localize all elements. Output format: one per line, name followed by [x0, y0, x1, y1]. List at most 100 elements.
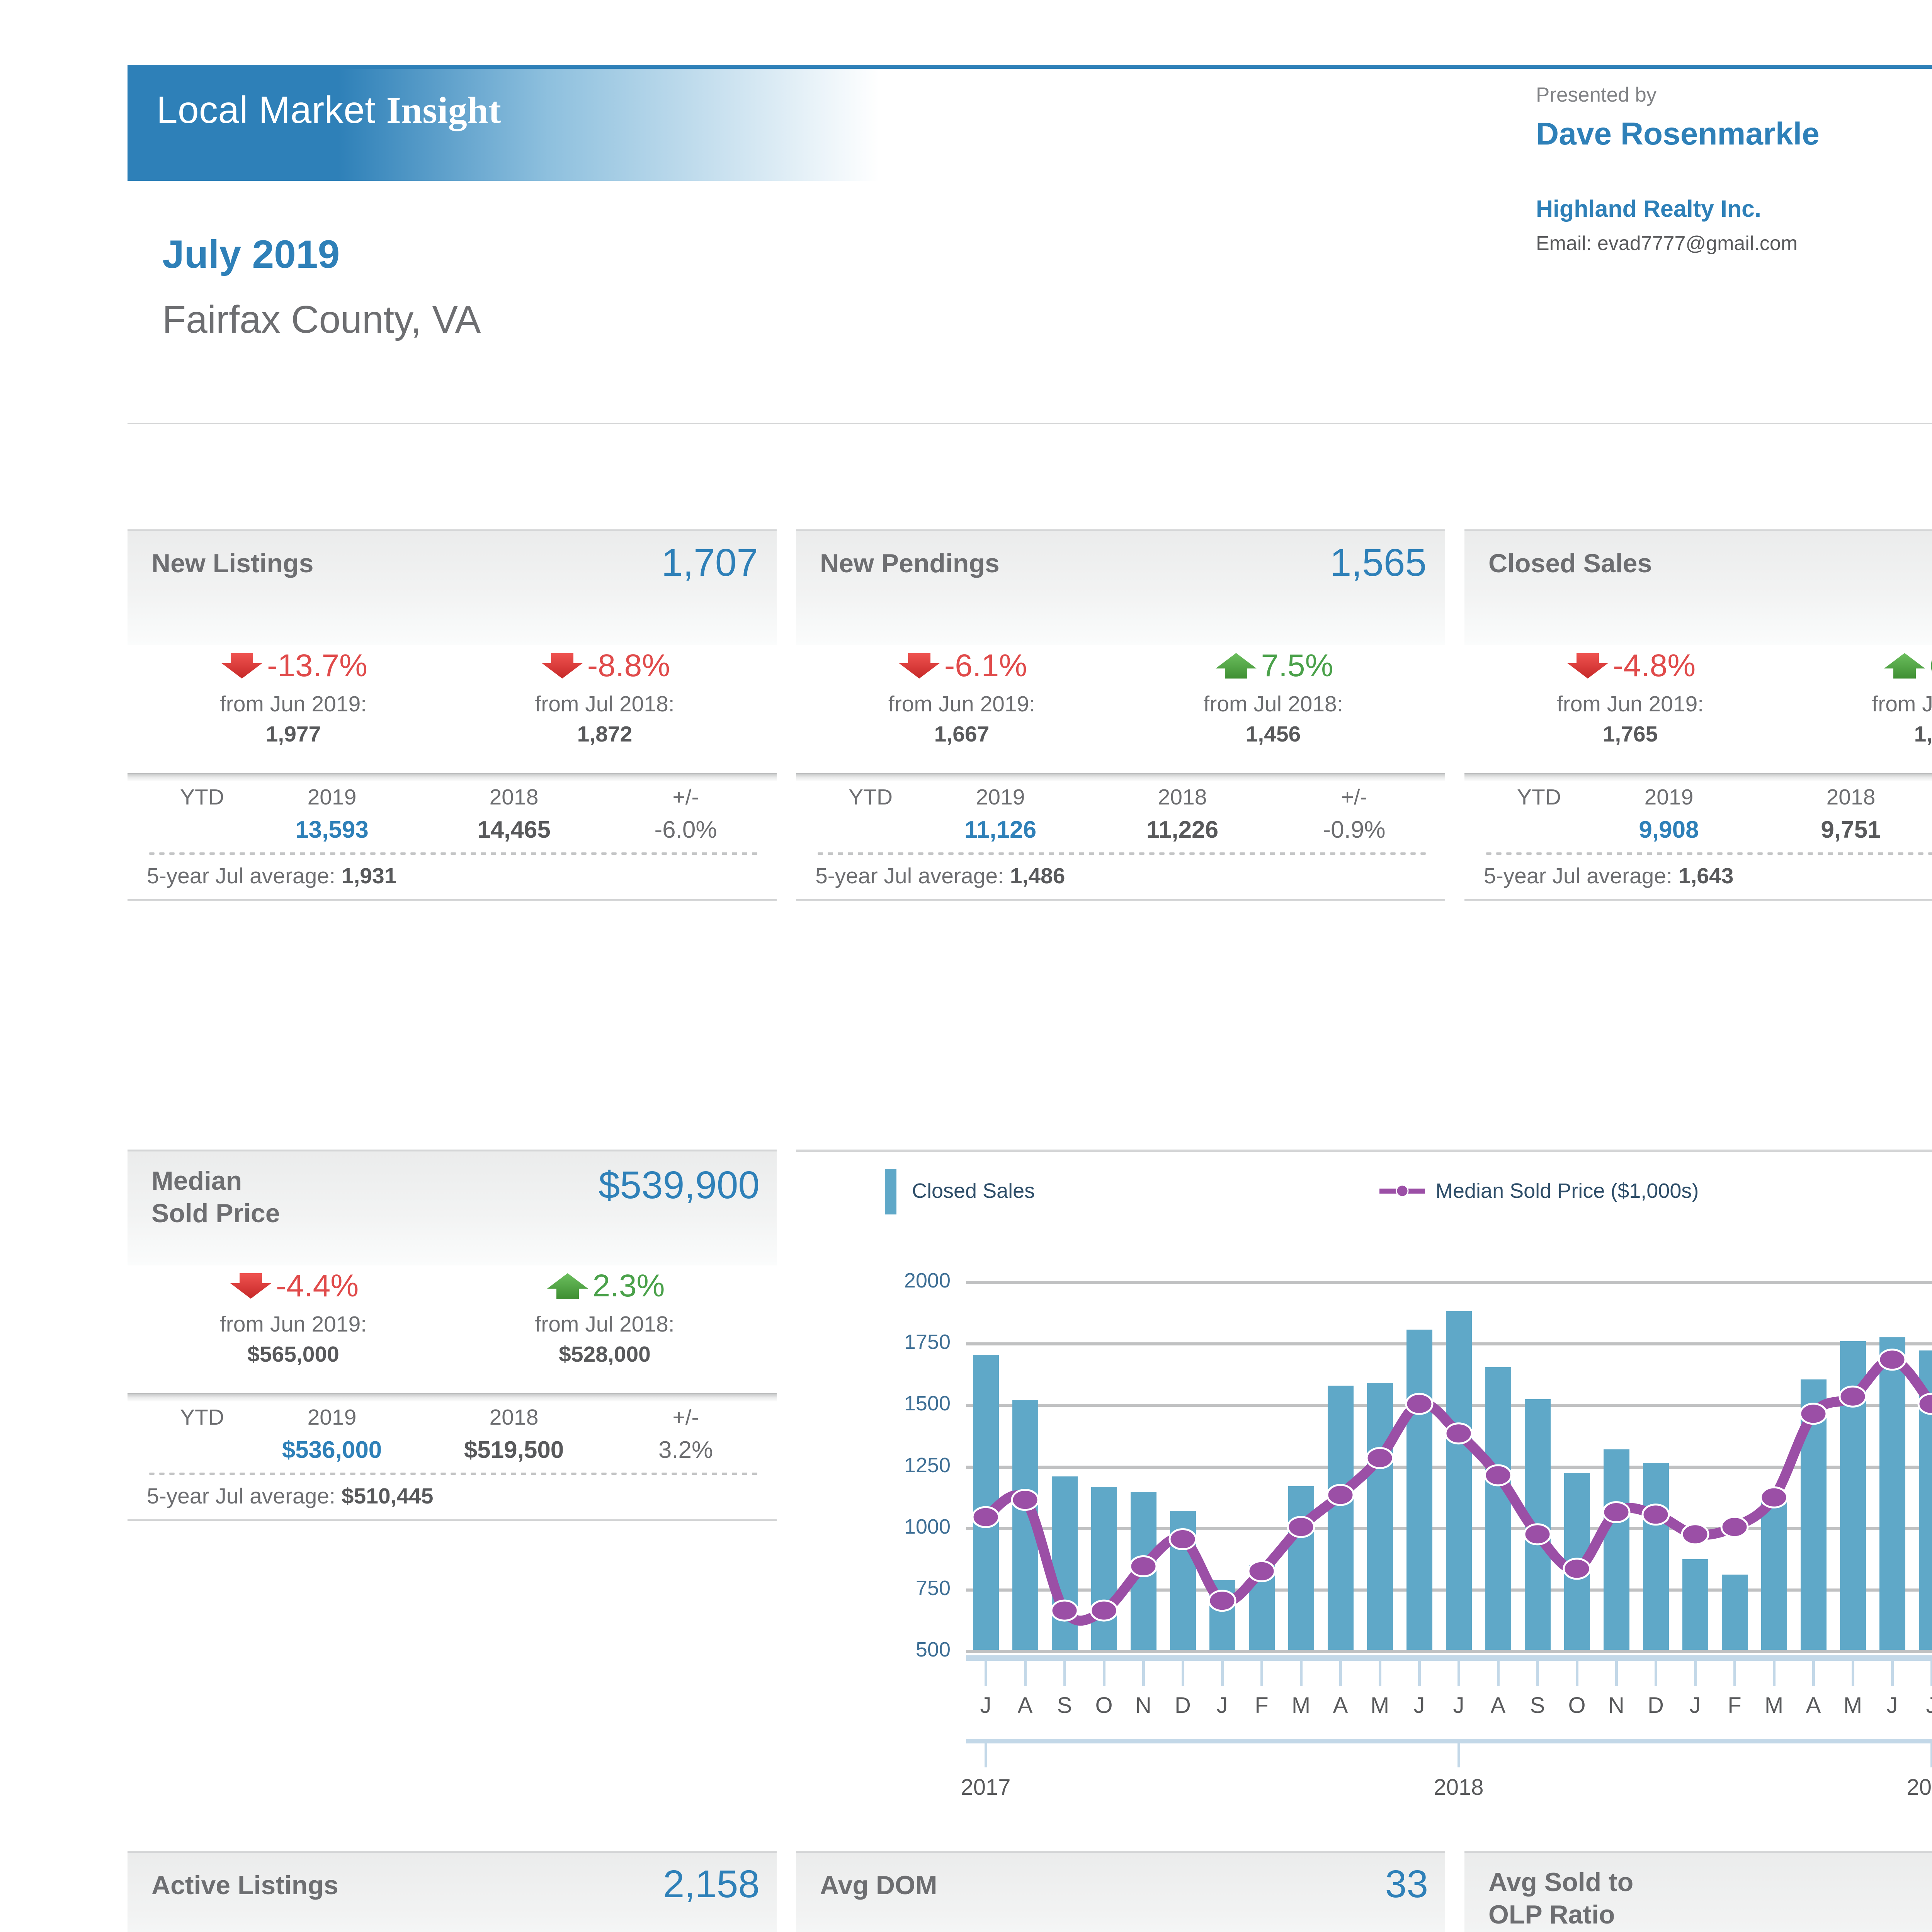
comparison-pct-yoy: 2.3%	[592, 1268, 665, 1303]
five-year-average-value: 1,931	[341, 864, 397, 888]
five-year-average-label: 5-year Jul average:	[815, 864, 1010, 888]
legend-label-median-price: Median Sold Price ($1,000s)	[1435, 1179, 1699, 1202]
five-year-average-row: 5-year Jul average: 1,931	[128, 855, 777, 899]
gauge-card-title: Avg DOM	[820, 1869, 937, 1901]
metric-card-title: New Listings	[151, 549, 314, 578]
ytd-dotted-divider	[147, 852, 760, 855]
x-axis-tick-13	[1497, 1661, 1500, 1686]
x-axis-tick-16	[1615, 1661, 1618, 1686]
y-axis-label-750: 750	[915, 1577, 951, 1600]
comparison-label-mom: from Jun 2019:	[219, 1312, 367, 1337]
comparison-pct-yoy: -8.8%	[587, 648, 670, 683]
year-label-2018: 2018	[1434, 1775, 1484, 1800]
comparison-pct-row: -4.4%	[141, 1265, 446, 1306]
comparison-block: -4.8% from Jun 2019: 1,765 6.5% from Jul 201…	[1464, 645, 1932, 773]
x-axis-month-label-3: O	[1095, 1693, 1113, 1718]
card-section-divider	[128, 1393, 777, 1401]
year-label-2019: 2019	[1906, 1775, 1932, 1800]
y-axis-label-1250: 1250	[904, 1454, 951, 1477]
x-axis-tick-22	[1852, 1661, 1854, 1686]
comparison-label-mom: from Jun 2019:	[888, 692, 1036, 716]
x-axis-tick-10	[1379, 1661, 1381, 1686]
y-axis-label-1750: 1750	[904, 1330, 951, 1354]
y-axis-label-2000: 2000	[904, 1269, 951, 1292]
x-axis-month-label-2: S	[1057, 1693, 1072, 1718]
x-axis-month-label-21: A	[1806, 1693, 1821, 1718]
ytd-header-0: YTD	[1517, 785, 1561, 810]
comparison-month-over-month: -4.8% from Jun 2019: 1,765	[1478, 645, 1783, 747]
comparison-pct-row: -4.8%	[1478, 645, 1783, 686]
presented-by-label: Presented by	[1536, 83, 1657, 106]
ytd-value-3: 3.2%	[658, 1437, 713, 1463]
metric-card-new-pendings: New Pendings 1,565 -6.1% from Jun 2019: 1,66…	[796, 529, 1445, 901]
comparison-label-yoy: from Jul 2018:	[535, 1312, 675, 1337]
gauge-card-title: Active Listings	[151, 1869, 338, 1901]
chart-year-rule	[966, 1739, 1932, 1743]
x-axis-tick-9	[1339, 1661, 1342, 1686]
chart-bar-17	[1643, 1463, 1669, 1650]
arrow-down-icon	[230, 1273, 271, 1299]
comparison-month-over-month: -6.1% from Jun 2019: 1,667	[809, 645, 1114, 747]
card-bottom-rule	[1464, 899, 1932, 901]
ytd-dotted-divider	[147, 1473, 760, 1475]
gauge-card-value: 2,158	[663, 1862, 760, 1906]
gauge-card-avg-dom: Avg DOM333352Min33Max635-year Jul averag…	[796, 1851, 1445, 1932]
five-year-average-row: 5-year Jul average: $510,445	[128, 1475, 777, 1519]
median-card-title-line2: Sold Price	[151, 1199, 280, 1228]
ytd-value-3: -0.9%	[1323, 816, 1386, 843]
x-axis-tick-0	[985, 1661, 987, 1686]
x-axis-month-label-8: M	[1291, 1693, 1311, 1718]
comparison-year-over-year: 2.3% from Jul 2018: $528,000	[452, 1265, 757, 1367]
ytd-header-3: +/-	[672, 1405, 699, 1430]
closed-sales-median-price-chart: Closed Sales Median Sold Price ($1,000s) 5…	[796, 1150, 1932, 1803]
x-axis-tick-11	[1418, 1661, 1421, 1686]
ytd-header-1: 2019	[976, 785, 1025, 810]
gauge-card-active-listings: Active Listings2,1582,1583,282Min2,158Ma…	[128, 1851, 777, 1932]
chart-plot-area: 50075010001250150017502000$450$475$500$5…	[796, 1150, 1932, 1803]
comparison-prev-value-mom: 1,977	[265, 722, 321, 747]
legend-label-closed-sales: Closed Sales	[912, 1179, 1035, 1202]
chart-bar-11	[1406, 1330, 1432, 1650]
card-section-divider	[1464, 773, 1932, 781]
comparison-prev-value-yoy: $528,000	[559, 1342, 651, 1367]
arrow-up-icon	[1215, 653, 1257, 679]
comparison-prev-value-mom: 1,667	[934, 722, 990, 747]
gauge-card-title-line2: OLP Ratio	[1488, 1900, 1615, 1929]
comparison-pct-yoy: 6.5%	[1930, 648, 1932, 684]
x-axis-tick-5	[1182, 1661, 1184, 1686]
median-card-title-line1: Median	[151, 1166, 242, 1196]
comparison-prev-value-yoy: 1,456	[1245, 722, 1301, 747]
ytd-value-2: 14,465	[477, 816, 551, 843]
chart-bar-3	[1091, 1487, 1117, 1650]
comparison-label-mom: from Jun 2019:	[1556, 692, 1704, 716]
metric-card-new-listings: New Listings 1,707 -13.7% from Jun 2019: 1,9…	[128, 529, 777, 901]
ytd-header-2: 2018	[1826, 785, 1876, 810]
ytd-value-1: $536,000	[282, 1437, 382, 1463]
card-section-divider	[128, 773, 777, 781]
comparison-pct-mom: -4.4%	[276, 1268, 359, 1303]
x-axis-month-label-24: J	[1926, 1693, 1932, 1718]
comparison-pct-row: -13.7%	[141, 645, 446, 686]
comparison-prev-value-yoy: 1,577	[1914, 722, 1932, 747]
chart-bar-19	[1722, 1575, 1748, 1650]
comparison-pct-row: -6.1%	[809, 645, 1114, 686]
x-axis-month-label-0: J	[980, 1693, 992, 1718]
ytd-dotted-divider	[815, 852, 1428, 855]
metric-card-value: 1,565	[1330, 541, 1427, 584]
card-bottom-rule	[128, 899, 777, 901]
comparison-label-yoy: from Jul 2018:	[1203, 692, 1343, 716]
x-axis-month-label-12: J	[1453, 1693, 1464, 1718]
comparison-year-over-year: -8.8% from Jul 2018: 1,872	[452, 645, 757, 747]
comparison-month-over-month: -13.7% from Jun 2019: 1,977	[141, 645, 446, 747]
ytd-table: YTD 2019 11,126 2018 11,226 +/- -0.9%	[796, 781, 1445, 855]
x-axis-tick-19	[1733, 1661, 1736, 1686]
comparison-block: -6.1% from Jun 2019: 1,667 7.5% from Jul 201…	[796, 645, 1445, 773]
comparison-year-over-year: 6.5% from Jul 2018: 1,577	[1789, 645, 1932, 747]
metric-card-header: New Pendings 1,565	[796, 529, 1445, 645]
ytd-value-1: 11,126	[964, 816, 1037, 843]
x-axis-tick-3	[1103, 1661, 1105, 1686]
ytd-header-3: +/-	[1341, 785, 1367, 810]
ytd-dotted-divider	[1484, 852, 1932, 855]
